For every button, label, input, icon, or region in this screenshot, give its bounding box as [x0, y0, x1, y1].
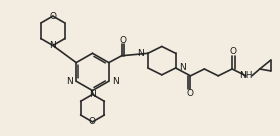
Text: N: N [89, 90, 96, 99]
Text: NH: NH [239, 71, 253, 80]
Text: O: O [49, 12, 56, 21]
Text: N: N [137, 49, 144, 58]
Text: N: N [179, 64, 186, 72]
Text: N: N [112, 77, 119, 86]
Text: O: O [119, 36, 126, 45]
Text: N: N [66, 77, 73, 86]
Text: O: O [230, 47, 237, 56]
Text: O: O [186, 89, 193, 98]
Text: N: N [50, 41, 56, 50]
Text: O: O [89, 117, 96, 126]
